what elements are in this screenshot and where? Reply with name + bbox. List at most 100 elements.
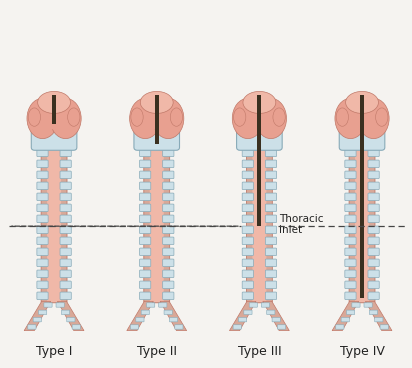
- FancyBboxPatch shape: [163, 226, 174, 234]
- FancyBboxPatch shape: [341, 318, 349, 322]
- FancyBboxPatch shape: [345, 292, 356, 300]
- FancyBboxPatch shape: [355, 146, 369, 302]
- FancyBboxPatch shape: [37, 160, 48, 167]
- FancyBboxPatch shape: [60, 237, 71, 245]
- Polygon shape: [332, 301, 358, 330]
- FancyBboxPatch shape: [163, 160, 174, 167]
- FancyBboxPatch shape: [265, 270, 276, 277]
- Polygon shape: [160, 301, 187, 330]
- FancyBboxPatch shape: [37, 248, 48, 256]
- FancyBboxPatch shape: [37, 270, 48, 277]
- FancyBboxPatch shape: [60, 182, 71, 190]
- FancyBboxPatch shape: [37, 193, 48, 201]
- Ellipse shape: [335, 98, 366, 139]
- FancyBboxPatch shape: [140, 237, 151, 245]
- FancyBboxPatch shape: [37, 226, 48, 234]
- Ellipse shape: [376, 108, 388, 126]
- FancyBboxPatch shape: [246, 146, 272, 303]
- Ellipse shape: [243, 91, 276, 113]
- FancyBboxPatch shape: [380, 325, 388, 329]
- FancyBboxPatch shape: [242, 259, 253, 266]
- Ellipse shape: [27, 98, 58, 139]
- FancyBboxPatch shape: [368, 171, 379, 178]
- FancyBboxPatch shape: [134, 124, 180, 150]
- Ellipse shape: [28, 108, 40, 126]
- FancyBboxPatch shape: [265, 171, 276, 178]
- FancyBboxPatch shape: [140, 204, 151, 212]
- FancyBboxPatch shape: [368, 160, 379, 167]
- FancyBboxPatch shape: [56, 303, 64, 307]
- FancyBboxPatch shape: [37, 292, 48, 300]
- FancyBboxPatch shape: [163, 193, 174, 201]
- FancyBboxPatch shape: [345, 259, 356, 266]
- FancyBboxPatch shape: [242, 182, 253, 190]
- Ellipse shape: [346, 91, 379, 113]
- FancyBboxPatch shape: [175, 325, 183, 329]
- FancyBboxPatch shape: [67, 318, 75, 322]
- FancyBboxPatch shape: [150, 146, 164, 302]
- FancyBboxPatch shape: [368, 226, 379, 234]
- FancyBboxPatch shape: [140, 215, 151, 223]
- FancyBboxPatch shape: [265, 281, 276, 289]
- FancyBboxPatch shape: [61, 310, 70, 315]
- FancyBboxPatch shape: [60, 215, 71, 223]
- Polygon shape: [24, 301, 51, 330]
- FancyBboxPatch shape: [163, 204, 174, 212]
- FancyBboxPatch shape: [233, 325, 241, 329]
- FancyBboxPatch shape: [60, 204, 71, 212]
- FancyBboxPatch shape: [345, 193, 356, 201]
- FancyBboxPatch shape: [368, 215, 379, 223]
- FancyBboxPatch shape: [140, 281, 151, 289]
- FancyBboxPatch shape: [368, 182, 379, 190]
- FancyBboxPatch shape: [339, 124, 385, 150]
- FancyBboxPatch shape: [265, 160, 276, 167]
- FancyBboxPatch shape: [60, 270, 71, 277]
- FancyBboxPatch shape: [140, 149, 151, 157]
- FancyBboxPatch shape: [163, 248, 174, 256]
- FancyBboxPatch shape: [345, 215, 356, 223]
- FancyBboxPatch shape: [345, 226, 356, 234]
- FancyBboxPatch shape: [60, 292, 71, 300]
- FancyBboxPatch shape: [336, 325, 344, 329]
- Ellipse shape: [37, 91, 70, 113]
- FancyBboxPatch shape: [47, 146, 61, 302]
- FancyBboxPatch shape: [131, 325, 139, 329]
- FancyBboxPatch shape: [140, 193, 151, 201]
- FancyBboxPatch shape: [60, 226, 71, 234]
- FancyBboxPatch shape: [163, 237, 174, 245]
- Ellipse shape: [140, 91, 173, 113]
- FancyBboxPatch shape: [164, 310, 172, 315]
- FancyBboxPatch shape: [60, 281, 71, 289]
- FancyBboxPatch shape: [345, 149, 356, 157]
- Polygon shape: [365, 301, 392, 330]
- FancyBboxPatch shape: [242, 193, 253, 201]
- FancyBboxPatch shape: [345, 182, 356, 190]
- Ellipse shape: [273, 108, 285, 126]
- FancyBboxPatch shape: [136, 318, 144, 322]
- FancyBboxPatch shape: [368, 248, 379, 256]
- FancyBboxPatch shape: [368, 204, 379, 212]
- FancyBboxPatch shape: [163, 270, 174, 277]
- FancyBboxPatch shape: [265, 204, 276, 212]
- FancyBboxPatch shape: [44, 303, 52, 307]
- FancyBboxPatch shape: [265, 149, 276, 157]
- FancyBboxPatch shape: [242, 248, 253, 256]
- Ellipse shape: [152, 98, 184, 139]
- Bar: [360, 95, 364, 298]
- FancyBboxPatch shape: [242, 270, 253, 277]
- FancyBboxPatch shape: [265, 292, 276, 300]
- FancyBboxPatch shape: [242, 215, 253, 223]
- FancyBboxPatch shape: [265, 215, 276, 223]
- Text: Type II: Type II: [137, 345, 177, 358]
- FancyBboxPatch shape: [60, 160, 71, 167]
- FancyBboxPatch shape: [163, 215, 174, 223]
- FancyBboxPatch shape: [163, 182, 174, 190]
- FancyBboxPatch shape: [368, 149, 379, 157]
- FancyBboxPatch shape: [345, 171, 356, 178]
- FancyBboxPatch shape: [41, 146, 67, 303]
- FancyBboxPatch shape: [159, 303, 167, 307]
- FancyBboxPatch shape: [140, 292, 151, 300]
- FancyBboxPatch shape: [265, 237, 276, 245]
- FancyBboxPatch shape: [239, 318, 247, 322]
- FancyBboxPatch shape: [242, 171, 253, 178]
